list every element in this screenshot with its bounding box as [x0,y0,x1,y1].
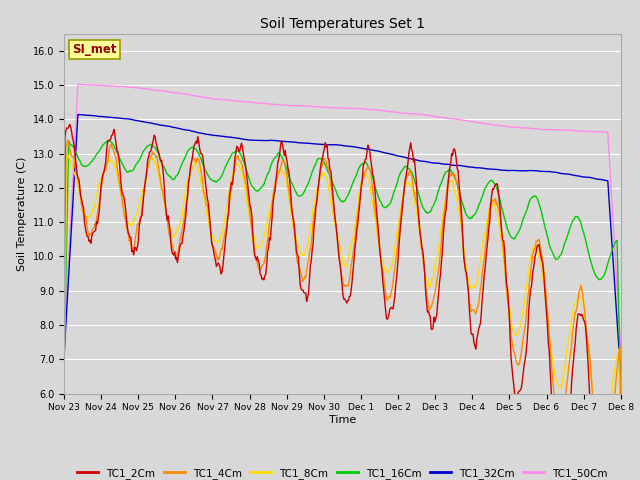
X-axis label: Time: Time [329,415,356,425]
Text: SI_met: SI_met [72,43,117,56]
Y-axis label: Soil Temperature (C): Soil Temperature (C) [17,156,28,271]
Legend: TC1_2Cm, TC1_4Cm, TC1_8Cm, TC1_16Cm, TC1_32Cm, TC1_50Cm: TC1_2Cm, TC1_4Cm, TC1_8Cm, TC1_16Cm, TC1… [73,464,612,480]
Title: Soil Temperatures Set 1: Soil Temperatures Set 1 [260,17,425,31]
